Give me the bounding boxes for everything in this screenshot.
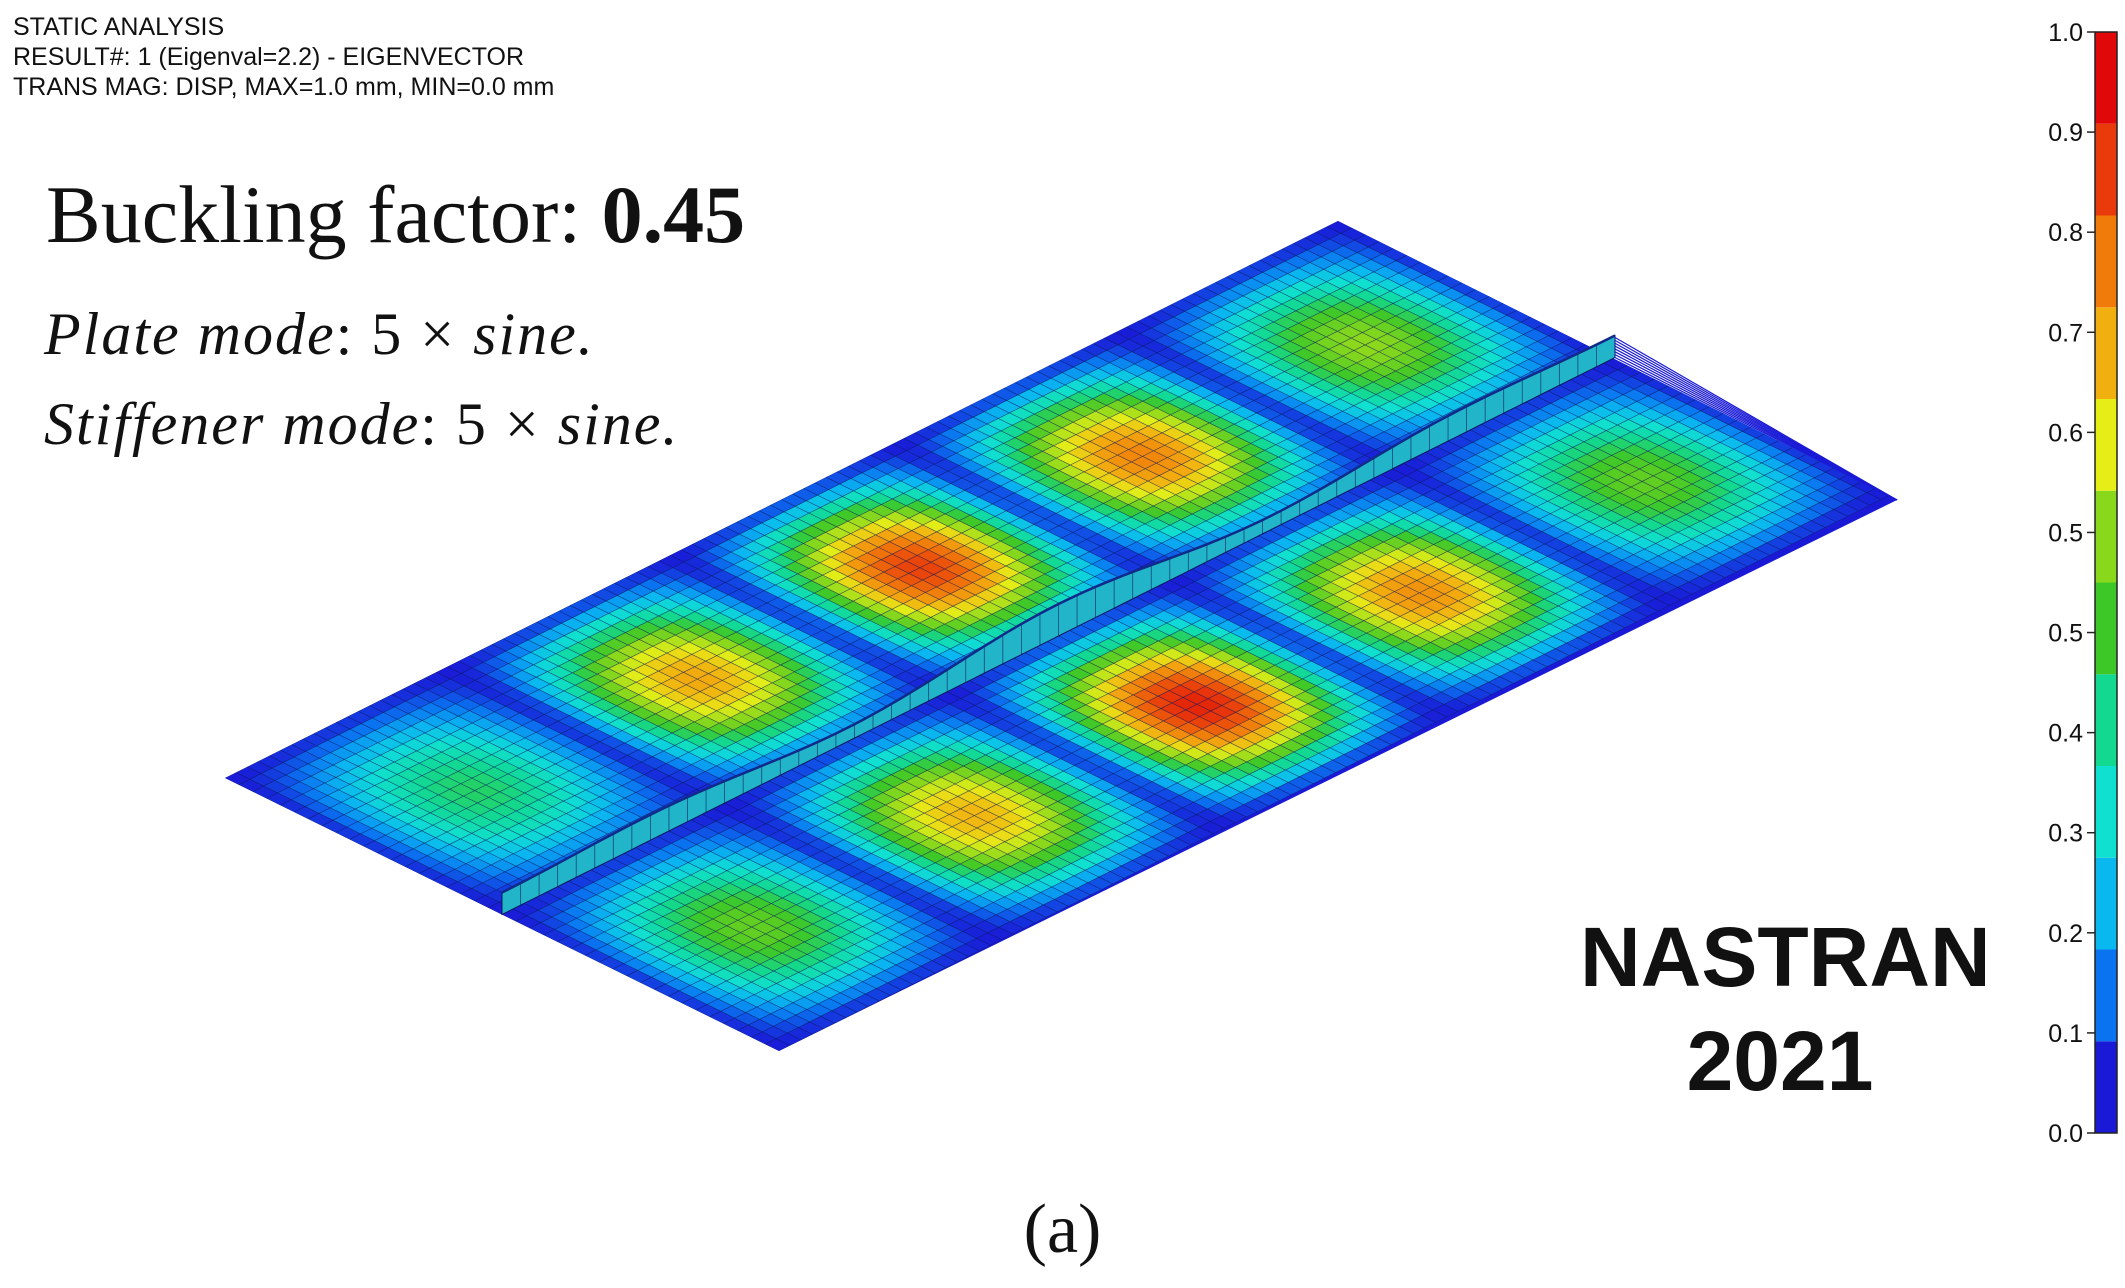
plate-mode-label: Plate mode: [44, 301, 336, 367]
legend-tick-label: 0.5: [2048, 620, 2083, 648]
analysis-header: STATIC ANALYSIS RESULT#: 1 (Eigenval=2.2…: [13, 12, 554, 102]
legend-tick-label: 0.0: [2048, 1120, 2083, 1148]
legend-tick-label: 0.6: [2048, 419, 2083, 447]
stiffener-mode-value: : 5 ×: [420, 391, 558, 457]
plate-mode: Plate mode: 5 × sine.: [44, 300, 595, 369]
stiffener-mode-label: Stiffener mode: [44, 391, 421, 457]
legend-band: [2095, 215, 2117, 308]
legend-tick-label: 0.1: [2048, 1020, 2083, 1048]
legend-band: [2095, 582, 2117, 675]
legend-tick-label: 0.4: [2048, 720, 2083, 748]
software-label: NASTRAN 2021: [1580, 905, 1991, 1113]
color-legend: 1.0 0.9 0.8 0.7 0.6 0.5 0.5 0.4 0.3 0.2 0.1 0.0: [2048, 19, 2118, 1148]
legend-band: [2095, 1041, 2117, 1133]
software-name: NASTRAN: [1580, 910, 1991, 1004]
stiffener: [501, 334, 1898, 916]
software-version: 2021: [1686, 1014, 1874, 1108]
plate-mode-value: : 5 ×: [335, 301, 474, 367]
header-line-analysis: STATIC ANALYSIS: [13, 13, 225, 41]
legend-tick-label: 0.5: [2048, 519, 2083, 547]
buckling-factor: Buckling factor: 0.45: [46, 168, 745, 262]
legend-band: [2095, 307, 2117, 399]
legend-tick-label: 0.3: [2048, 820, 2083, 848]
figure-caption: (a): [1023, 1191, 1102, 1268]
header-line-magnitude: TRANS MAG: DISP, MAX=1.0 mm, MIN=0.0 mm: [13, 73, 555, 101]
stiffener-mode-suffix: sine.: [557, 391, 680, 457]
legend-band: [2095, 674, 2117, 766]
legend-tick-label: 0.2: [2048, 920, 2083, 948]
legend-band: [2095, 32, 2117, 124]
legend-tick-label: 0.9: [2048, 119, 2083, 147]
legend-band: [2095, 766, 2117, 858]
legend-tick-label: 1.0: [2048, 19, 2083, 47]
legend-tick-label: 0.8: [2048, 219, 2083, 247]
legend-band: [2095, 123, 2117, 216]
buckling-factor-value: 0.45: [601, 169, 746, 260]
legend-band: [2095, 490, 2117, 583]
header-line-result: RESULT#: 1 (Eigenval=2.2) - EIGENVECTOR: [13, 43, 525, 71]
buckling-factor-label: Buckling factor:: [46, 169, 602, 260]
legend-tick-label: 0.7: [2048, 319, 2083, 347]
legend-band: [2095, 399, 2117, 491]
plate-mode-suffix: sine.: [473, 301, 595, 367]
legend-band: [2095, 949, 2117, 1042]
legend-band: [2095, 857, 2117, 950]
stiffener-mode: Stiffener mode: 5 × sine.: [44, 390, 679, 459]
stiffener-flange: [501, 334, 1616, 894]
